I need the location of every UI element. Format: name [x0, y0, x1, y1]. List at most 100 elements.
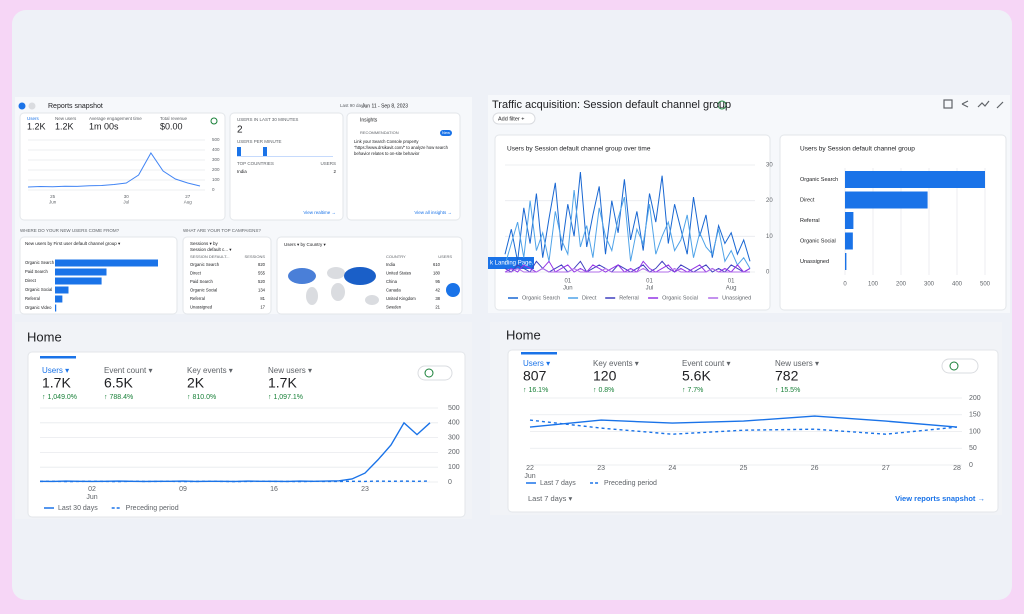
pencil-icon[interactable] [996, 101, 1004, 109]
legend-label: Unassigned [722, 295, 751, 301]
label: Last 90 days [340, 103, 366, 108]
label: 555 [258, 271, 266, 276]
label: 520 [258, 279, 266, 284]
category-label: Organic Search [25, 260, 55, 265]
y-tick-label: 10 [766, 234, 773, 240]
label: Organic Social [190, 288, 217, 293]
label: COUNTRY [386, 254, 406, 259]
metric-delta: ↑ 1,049.0% [42, 394, 77, 401]
metric-value: 6.5K [104, 375, 133, 391]
label: Paid Search [190, 279, 213, 284]
share-icon[interactable] [961, 100, 969, 108]
label: India [237, 169, 247, 174]
y-tick-label: 0 [212, 187, 215, 192]
legend-label: Preceding period [126, 505, 179, 512]
map-region [288, 268, 316, 284]
check-icon [210, 117, 218, 125]
label: "https://www.drsikavit.com/" to analyze … [354, 145, 449, 150]
bar [845, 191, 928, 209]
compare-button[interactable] [941, 358, 979, 374]
page-title: Home [506, 327, 541, 342]
badge [440, 130, 452, 136]
chart-title: Users by Session default channel group [800, 146, 915, 153]
metric-delta: ↑ 15.5% [775, 387, 800, 394]
x-tick-label: 25 [740, 465, 748, 472]
series-line [504, 172, 751, 262]
link[interactable]: View reports snapshot → [895, 494, 985, 503]
metric-value: 807 [523, 368, 547, 384]
icon [18, 102, 26, 110]
x-tick-label: 16 [270, 486, 278, 493]
label: United States [386, 271, 411, 276]
insights-icon[interactable] [977, 100, 990, 108]
metric-label: Total revenue [160, 116, 188, 121]
card [507, 349, 999, 513]
x-tick-label: Jul [123, 200, 129, 205]
y-tick-label: 0 [766, 270, 770, 276]
label: Session default c... ▾ [190, 247, 232, 252]
series-line [39, 421, 431, 483]
y-tick-label: 500 [212, 137, 220, 142]
bar [55, 268, 107, 276]
metric-label: Users ▾ [523, 359, 550, 368]
page-title: Home [27, 329, 62, 344]
label: USERS PER MINUTE [237, 139, 282, 144]
metric-label: Key events ▾ [593, 359, 639, 368]
mini-bar [263, 147, 267, 157]
metric-value: 120 [593, 368, 617, 384]
category-label: Unassigned [800, 259, 829, 265]
y-tick-label: 400 [212, 147, 220, 152]
card [27, 351, 466, 518]
x-tick-label: Jun [49, 200, 57, 205]
x-tick-label: 400 [952, 282, 963, 288]
metric-delta: ↑ 16.1% [523, 387, 548, 394]
tab-indicator [40, 356, 76, 359]
compare-button[interactable] [417, 365, 453, 381]
icon [28, 102, 36, 110]
metric-delta: ↑ 810.0% [187, 394, 216, 401]
toolbar [943, 99, 1004, 109]
legend-label: Referral [619, 295, 639, 301]
y-tick-label: 20 [766, 198, 773, 204]
label: Users ▾ by Country ▾ [284, 242, 327, 247]
x-tick-label: 09 [179, 486, 187, 493]
category-label: Referral [800, 218, 820, 224]
label: 42 [435, 288, 440, 293]
label: 95 [435, 279, 440, 284]
page-title: Traffic acquisition: Session default cha… [492, 99, 731, 111]
x-tick-label: 27 [882, 465, 890, 472]
link: View realtime → [303, 210, 336, 215]
series-line [504, 189, 751, 269]
card [182, 236, 272, 315]
label: Link your Search Console property [354, 139, 419, 144]
label: behavior relates to on-site behavior [354, 151, 420, 156]
range-selector[interactable]: Last 7 days ▾ [528, 494, 572, 503]
metric-value: 2K [187, 375, 205, 391]
legend-label: Organic Social [662, 295, 698, 301]
x-tick-label: 200 [896, 282, 907, 288]
metric-label: Users [27, 116, 40, 121]
label: New [442, 130, 450, 135]
filter-button[interactable] [492, 112, 536, 125]
tooltip-text: k Landing Page. [490, 261, 534, 267]
legend-label: Direct [582, 295, 597, 301]
label: USERS [320, 161, 336, 166]
series-line [27, 152, 201, 188]
mini-axis [237, 156, 333, 157]
label: Sweden [386, 305, 402, 310]
fab-button[interactable] [446, 283, 460, 297]
edit-icon[interactable] [943, 99, 953, 109]
label: RECOMMENDATION [360, 130, 399, 135]
x-tick-label: 22 [526, 465, 534, 472]
metric-value: $0.00 [160, 121, 183, 131]
series-line [39, 480, 431, 483]
legend-label: Preceding period [604, 480, 657, 487]
filter-label: Add filter + [498, 116, 524, 122]
world-map [288, 267, 379, 305]
label: 610 [433, 262, 441, 267]
category-label: Direct [800, 197, 815, 203]
label: WHAT ARE YOUR TOP CAMPAIGNS? [183, 228, 261, 233]
label: 180 [433, 271, 441, 276]
x-tick-label: 26 [811, 465, 819, 472]
y-tick-label: 300 [448, 434, 460, 441]
